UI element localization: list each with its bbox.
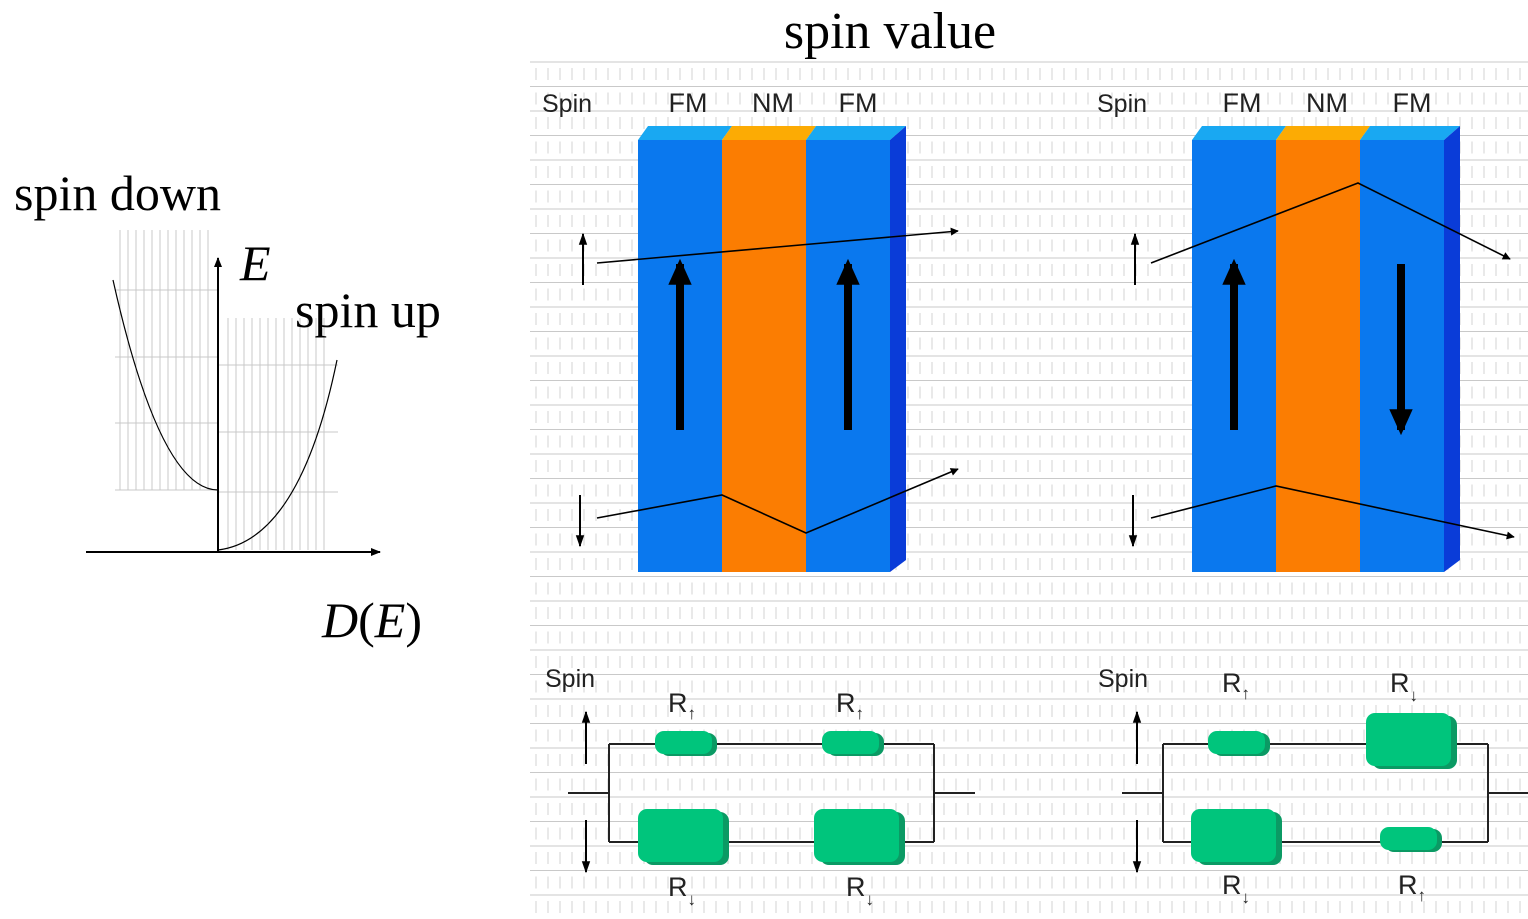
dos-left-grid <box>115 230 218 491</box>
resistor-spin-down-high <box>1191 809 1276 862</box>
layer-label-fm-right: FM <box>839 88 878 118</box>
resistor-spin-down-low <box>1380 827 1437 850</box>
resistor-label-bottom-1: R↓ <box>668 872 696 909</box>
spin-valve-antiparallel: Spin FM NM FM <box>1097 88 1515 572</box>
spin-header-label: Spin <box>545 665 595 693</box>
page-title: spin value <box>784 3 996 60</box>
fm-layer-top-right <box>1360 126 1460 140</box>
layer-label-fm-left: FM <box>1223 88 1262 118</box>
nm-layer <box>722 140 806 572</box>
resistor-label-top-2: R↑ <box>836 688 864 723</box>
resistor-label-bottom-2: R↑ <box>1398 870 1426 905</box>
resistor-spin-down-2 <box>814 809 899 862</box>
spin-down-dos-curve <box>112 279 219 491</box>
spin-up-dos-curve <box>217 359 338 551</box>
dos-axis-open: ( <box>358 592 375 648</box>
resistor-label-top-2: R↓ <box>1390 668 1418 705</box>
dos-axis-label: D(E) <box>321 592 422 648</box>
resistor-spin-up-1 <box>655 731 712 754</box>
dos-right-grid <box>218 318 338 550</box>
energy-axis-label: E <box>239 235 271 291</box>
spin-down-electron-path <box>596 468 959 534</box>
spin-header-label: Spin <box>542 90 592 118</box>
density-of-states-plot: spin down spin up E D(E) <box>14 165 441 648</box>
dos-axis-arg: E <box>374 592 406 648</box>
nm-layer-top <box>1276 126 1370 140</box>
nm-layer <box>1276 140 1360 572</box>
resistor-spin-down-1 <box>638 809 723 862</box>
circuit-wires <box>1122 743 1528 843</box>
spin-down-electron-path <box>1150 485 1515 540</box>
fm-layer-top-left <box>638 126 732 140</box>
fm-layer-top-left <box>1192 126 1286 140</box>
resistor-spin-up-low <box>1208 731 1265 754</box>
spin-up-electron-path <box>1150 182 1511 264</box>
resistor-network-antiparallel: Spin R↑ R↓ R↓ R↑ <box>1098 665 1528 907</box>
resistor-network-parallel: Spin R↑ R↑ R↓ R↓ <box>545 665 975 909</box>
fm-layer-side <box>890 126 906 572</box>
layer-label-fm-right: FM <box>1393 88 1432 118</box>
dos-axis-close: ) <box>405 592 422 648</box>
resistor-label-top-1: R↑ <box>1222 668 1250 703</box>
resistor-spin-up-2 <box>822 731 879 754</box>
resistor-label-bottom-1: R↓ <box>1222 870 1250 907</box>
spin-header-label: Spin <box>1097 90 1147 118</box>
spin-header-label: Spin <box>1098 665 1148 693</box>
fm-layer-side <box>1444 126 1460 572</box>
layer-label-fm-left: FM <box>669 88 708 118</box>
resistor-spin-up-high <box>1366 713 1451 766</box>
spin-up-label: spin up <box>295 282 441 338</box>
nm-layer-top <box>722 126 816 140</box>
circuit-wires <box>568 743 975 843</box>
dos-axis-func: D <box>321 592 358 648</box>
fm-layer-top-right <box>806 126 906 140</box>
layer-label-nm: NM <box>1306 88 1348 118</box>
spin-up-electron-path <box>596 227 959 264</box>
spin-down-label: spin down <box>14 165 221 221</box>
resistor-label-bottom-2: R↓ <box>846 872 874 909</box>
resistor-label-top-1: R↑ <box>668 688 696 723</box>
spin-valve-parallel: Spin FM NM FM <box>542 88 959 572</box>
layer-label-nm: NM <box>752 88 794 118</box>
